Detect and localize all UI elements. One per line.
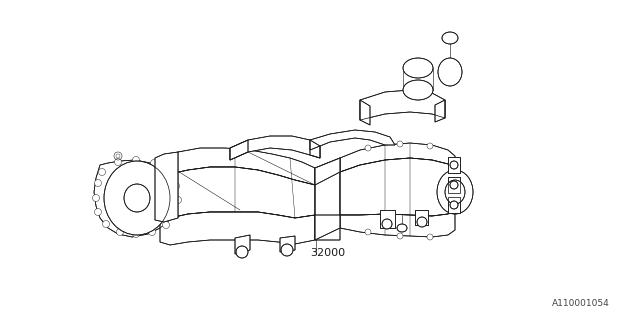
Circle shape xyxy=(417,217,427,227)
Text: 32000: 32000 xyxy=(310,248,345,258)
Circle shape xyxy=(450,201,458,209)
Circle shape xyxy=(95,209,102,215)
Polygon shape xyxy=(340,143,455,172)
Polygon shape xyxy=(360,90,445,120)
Circle shape xyxy=(397,233,403,239)
Circle shape xyxy=(450,181,458,189)
Circle shape xyxy=(163,221,170,228)
Polygon shape xyxy=(160,212,315,245)
Circle shape xyxy=(170,211,177,218)
Circle shape xyxy=(150,159,157,166)
Polygon shape xyxy=(315,158,340,240)
Circle shape xyxy=(450,161,458,169)
Polygon shape xyxy=(315,158,340,185)
Text: A110001054: A110001054 xyxy=(552,299,610,308)
Ellipse shape xyxy=(124,184,150,212)
Polygon shape xyxy=(360,100,370,125)
Ellipse shape xyxy=(403,80,433,100)
Circle shape xyxy=(427,234,433,240)
Ellipse shape xyxy=(442,32,458,44)
Circle shape xyxy=(102,220,109,228)
Polygon shape xyxy=(448,197,460,213)
Polygon shape xyxy=(448,157,460,173)
Circle shape xyxy=(160,213,166,219)
Ellipse shape xyxy=(403,58,433,78)
Polygon shape xyxy=(235,235,250,254)
Ellipse shape xyxy=(445,180,465,204)
Circle shape xyxy=(99,169,106,175)
Polygon shape xyxy=(448,177,460,193)
Circle shape xyxy=(365,229,371,235)
Circle shape xyxy=(148,228,156,236)
Circle shape xyxy=(132,230,140,237)
Circle shape xyxy=(397,141,403,147)
Polygon shape xyxy=(280,236,295,252)
Circle shape xyxy=(160,202,166,208)
Circle shape xyxy=(175,196,182,204)
Circle shape xyxy=(236,246,248,258)
Ellipse shape xyxy=(438,58,462,86)
Ellipse shape xyxy=(437,170,473,214)
Polygon shape xyxy=(230,136,320,160)
Circle shape xyxy=(173,182,179,189)
Polygon shape xyxy=(155,152,178,222)
Circle shape xyxy=(116,228,124,236)
Circle shape xyxy=(160,175,166,181)
Circle shape xyxy=(160,189,166,195)
Circle shape xyxy=(281,244,293,256)
Circle shape xyxy=(427,143,433,149)
Polygon shape xyxy=(230,140,248,160)
Polygon shape xyxy=(160,167,315,220)
Circle shape xyxy=(160,162,166,168)
Circle shape xyxy=(382,219,392,229)
Circle shape xyxy=(365,145,371,151)
Polygon shape xyxy=(315,215,340,240)
Polygon shape xyxy=(380,210,395,228)
Polygon shape xyxy=(94,160,178,237)
Ellipse shape xyxy=(104,161,170,235)
Polygon shape xyxy=(415,210,428,225)
Ellipse shape xyxy=(397,224,407,232)
Circle shape xyxy=(132,156,140,164)
Polygon shape xyxy=(160,148,315,185)
Polygon shape xyxy=(310,140,320,158)
Circle shape xyxy=(115,158,122,165)
Polygon shape xyxy=(435,100,445,122)
Polygon shape xyxy=(340,158,455,216)
Circle shape xyxy=(95,180,102,187)
Polygon shape xyxy=(340,210,455,237)
Circle shape xyxy=(93,195,99,202)
Polygon shape xyxy=(310,130,395,150)
Circle shape xyxy=(164,169,172,175)
